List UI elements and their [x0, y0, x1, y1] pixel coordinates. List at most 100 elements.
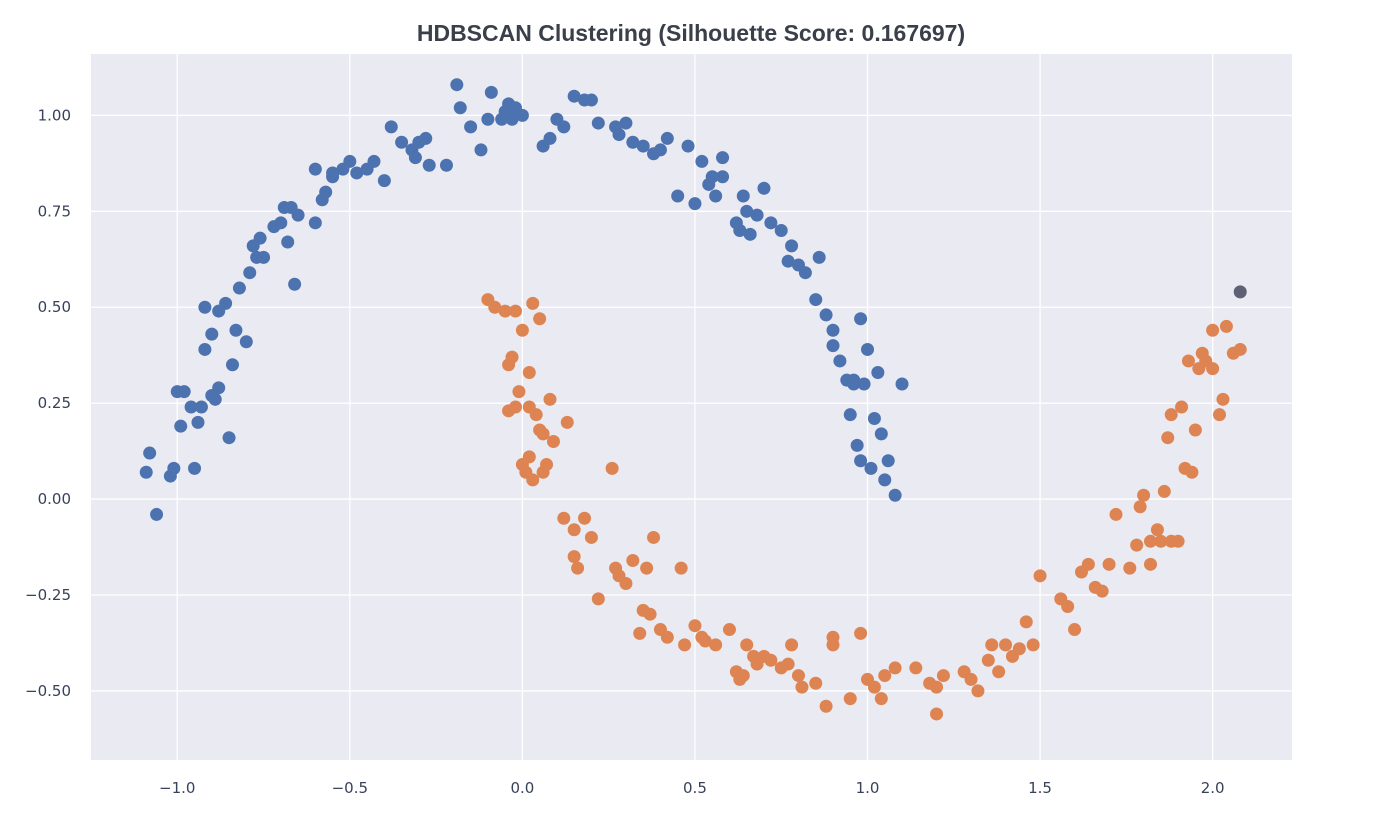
x-tick-label: 1.0: [856, 779, 880, 797]
scatter-point: [1019, 615, 1033, 629]
cluster-1-points: [481, 293, 1247, 721]
scatter-point: [605, 461, 619, 475]
scatter-point: [150, 507, 164, 521]
scatter-point: [274, 216, 288, 230]
scatter-point: [812, 250, 826, 264]
scatter-point: [208, 392, 222, 406]
scatter-point: [671, 189, 685, 203]
x-tick-label: −0.5: [332, 779, 368, 797]
scatter-point: [498, 304, 512, 318]
scatter-point: [288, 277, 302, 291]
scatter-point: [1216, 392, 1230, 406]
scatter-point: [395, 135, 409, 149]
scatter-point: [239, 335, 253, 349]
scatter-point: [584, 530, 598, 544]
scatter-point: [257, 250, 271, 264]
scatter-point: [343, 154, 357, 168]
scatter-point: [205, 327, 219, 341]
scatter-point: [1144, 557, 1158, 571]
scatter-point: [512, 385, 526, 399]
scatter-point: [212, 381, 226, 395]
scatter-point: [678, 638, 692, 652]
x-tick-label: 0.0: [510, 779, 534, 797]
scatter-point: [243, 266, 257, 280]
x-tick-label: 0.5: [683, 779, 707, 797]
scatter-point: [567, 550, 581, 564]
scatter-point: [522, 450, 536, 464]
scatter-point: [578, 511, 592, 525]
scatter-point: [881, 454, 895, 468]
scatter-point: [529, 408, 543, 422]
scatter-point: [619, 577, 633, 590]
scatter-point: [809, 676, 823, 690]
scatter-point: [653, 143, 667, 157]
scatter-point: [198, 342, 212, 356]
scatter-point: [384, 120, 398, 134]
scatter-point: [543, 392, 557, 406]
scatter-point: [764, 653, 778, 667]
scatter-point: [481, 112, 495, 126]
scatter-point: [864, 461, 878, 475]
scatter-point: [419, 131, 433, 145]
scatter-point: [857, 377, 871, 391]
scatter-point: [408, 151, 422, 165]
scatter-point: [878, 669, 892, 683]
scatter-point: [798, 266, 812, 280]
x-axis-tick-labels: −1.0 −0.5 0.0 0.5 1.0 1.5 2.0: [159, 779, 1224, 797]
scatter-point: [854, 626, 868, 640]
scatter-point: [1123, 561, 1137, 575]
scatter-point: [660, 630, 674, 644]
scatter-point: [326, 166, 340, 180]
scatter-point: [584, 93, 598, 107]
scatter-point: [1213, 408, 1227, 422]
scatter-point: [350, 166, 364, 180]
scatter-point: [895, 377, 909, 391]
scatter-point: [191, 415, 205, 429]
scatter-point: [229, 323, 243, 337]
scatter-point: [515, 323, 529, 337]
scatter-point: [484, 85, 498, 99]
scatter-point: [464, 120, 478, 134]
y-tick-label: 1.00: [38, 106, 71, 124]
scatter-point: [874, 427, 888, 441]
scatter-point: [874, 692, 888, 706]
scatter-point: [1109, 507, 1123, 521]
scatter-point: [722, 623, 736, 637]
scatter-point: [750, 208, 764, 222]
scatter-point: [1233, 342, 1247, 356]
scatter-point: [698, 634, 712, 648]
scatter-point: [167, 461, 181, 475]
scatter-point: [1206, 362, 1220, 376]
chart-title: HDBSCAN Clustering (Silhouette Score: 0.…: [417, 20, 965, 46]
scatter-point: [536, 427, 550, 441]
scatter-point: [557, 120, 571, 134]
scatter-point: [1033, 569, 1047, 583]
scatter-point: [1233, 285, 1247, 299]
scatter-point: [526, 296, 540, 310]
y-tick-label: 0.50: [38, 298, 71, 316]
scatter-point: [557, 511, 571, 525]
scatter-point: [867, 680, 881, 694]
cluster-0-points: [139, 78, 909, 521]
plot-area: [91, 54, 1292, 760]
scatter-point: [847, 373, 861, 387]
scatter-point: [674, 561, 688, 575]
scatter-point: [878, 473, 892, 487]
scatter-point: [871, 365, 885, 379]
scatter-point: [781, 657, 795, 671]
scatter-point: [571, 561, 585, 575]
cluster-2-points: [1233, 285, 1247, 299]
scatter-point: [219, 296, 233, 310]
scatter-point: [1061, 600, 1075, 614]
scatter-point: [867, 412, 881, 426]
scatter-point: [888, 488, 902, 502]
scatter-point: [819, 308, 833, 322]
scatter-point: [660, 131, 674, 145]
scatter-point: [888, 661, 902, 675]
y-tick-label: 0.75: [38, 202, 71, 220]
y-tick-label: −0.25: [25, 586, 71, 604]
scatter-point: [647, 530, 661, 544]
scatter-point: [764, 216, 778, 230]
scatter-point: [515, 108, 529, 122]
scatter-point: [1157, 484, 1171, 498]
